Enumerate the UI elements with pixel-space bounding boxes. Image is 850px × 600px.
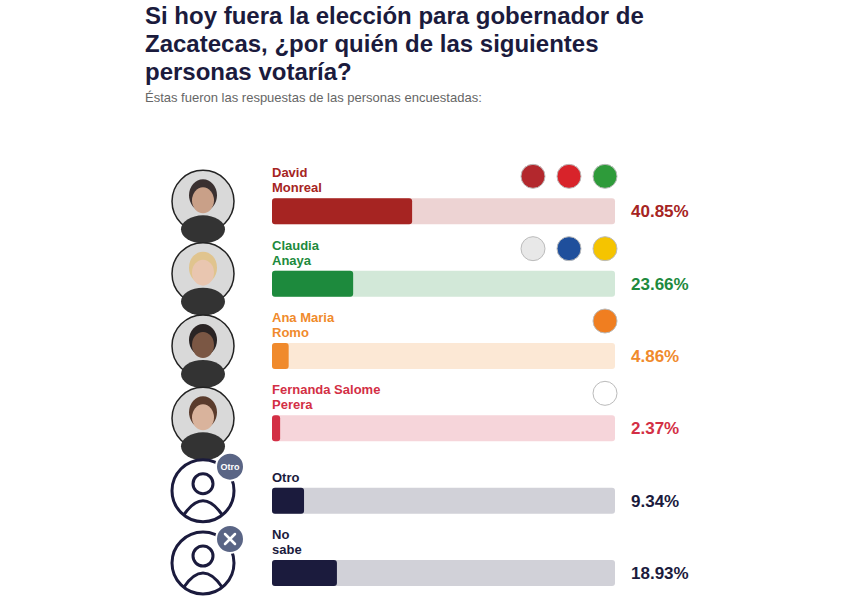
bar <box>272 198 412 224</box>
range-track <box>272 198 615 224</box>
avatar: Otro <box>172 453 244 522</box>
data-label: 2.37% <box>631 419 679 438</box>
party-logo <box>521 237 545 261</box>
category-label: ClaudiaAnaya <box>272 238 320 268</box>
avatar-badge-label: Otro <box>221 462 241 472</box>
avatar <box>172 387 234 460</box>
range-track <box>272 560 615 586</box>
category-label: DavidMonreal <box>272 165 322 195</box>
party-logo <box>593 309 617 333</box>
party-logo <box>557 164 581 188</box>
data-label: 4.86% <box>631 347 679 366</box>
data-label: 23.66% <box>631 275 689 294</box>
range-track <box>272 415 615 441</box>
avatar-body <box>181 215 225 243</box>
range-track <box>272 343 615 369</box>
avatar-badge <box>216 453 244 481</box>
data-label: 18.93% <box>631 564 689 583</box>
avatar-shoulders <box>184 501 222 515</box>
bar <box>272 343 289 369</box>
avatar <box>172 243 234 316</box>
party-logo <box>593 381 617 405</box>
party-logo <box>593 164 617 188</box>
avatar <box>172 170 234 243</box>
avatar-face <box>192 187 214 213</box>
avatar-head <box>193 546 213 566</box>
data-labels: 40.85% 23.66% 4.86% 2.37% 9.34% 18.93% <box>631 202 689 583</box>
avatar-body <box>181 288 225 316</box>
avatar-body <box>181 432 225 460</box>
range-track <box>272 488 615 514</box>
avatar <box>172 315 234 388</box>
subtitle: Éstas fueron las respuestas de las perso… <box>145 90 482 105</box>
avatar-head <box>193 474 213 494</box>
party-logo <box>521 164 545 188</box>
data-label: 40.85% <box>631 202 689 221</box>
party-logo <box>557 237 581 261</box>
data-label: 9.34% <box>631 492 679 511</box>
avatar-badge <box>216 525 244 553</box>
tracks <box>272 198 615 586</box>
bars <box>272 198 412 586</box>
category-label: Ana MariaRomo <box>272 310 335 340</box>
party-logo <box>593 237 617 261</box>
category-label: Nosabe <box>272 527 302 557</box>
category-labels: DavidMonreal ClaudiaAnaya Ana MariaRomo Fer… <box>272 165 380 557</box>
range-track <box>272 271 615 297</box>
avatar-face <box>192 404 214 430</box>
avatar-face <box>192 332 214 358</box>
bar <box>272 560 337 586</box>
title: Si hoy fuera la elección para gobernador… <box>145 2 644 85</box>
bar <box>272 415 280 441</box>
avatar-body <box>181 360 225 388</box>
bar <box>272 271 353 297</box>
avatar <box>172 525 244 594</box>
chart: Si hoy fuera la elección para gobernador… <box>0 0 850 600</box>
category-label: Fernanda SalomePerera <box>272 382 380 412</box>
bar <box>272 488 304 514</box>
avatar-shoulders <box>184 573 222 587</box>
avatar-badge-x <box>225 534 235 544</box>
category-label: Otro <box>272 470 300 485</box>
avatars: Otro <box>172 170 244 594</box>
avatar-face <box>192 260 214 286</box>
